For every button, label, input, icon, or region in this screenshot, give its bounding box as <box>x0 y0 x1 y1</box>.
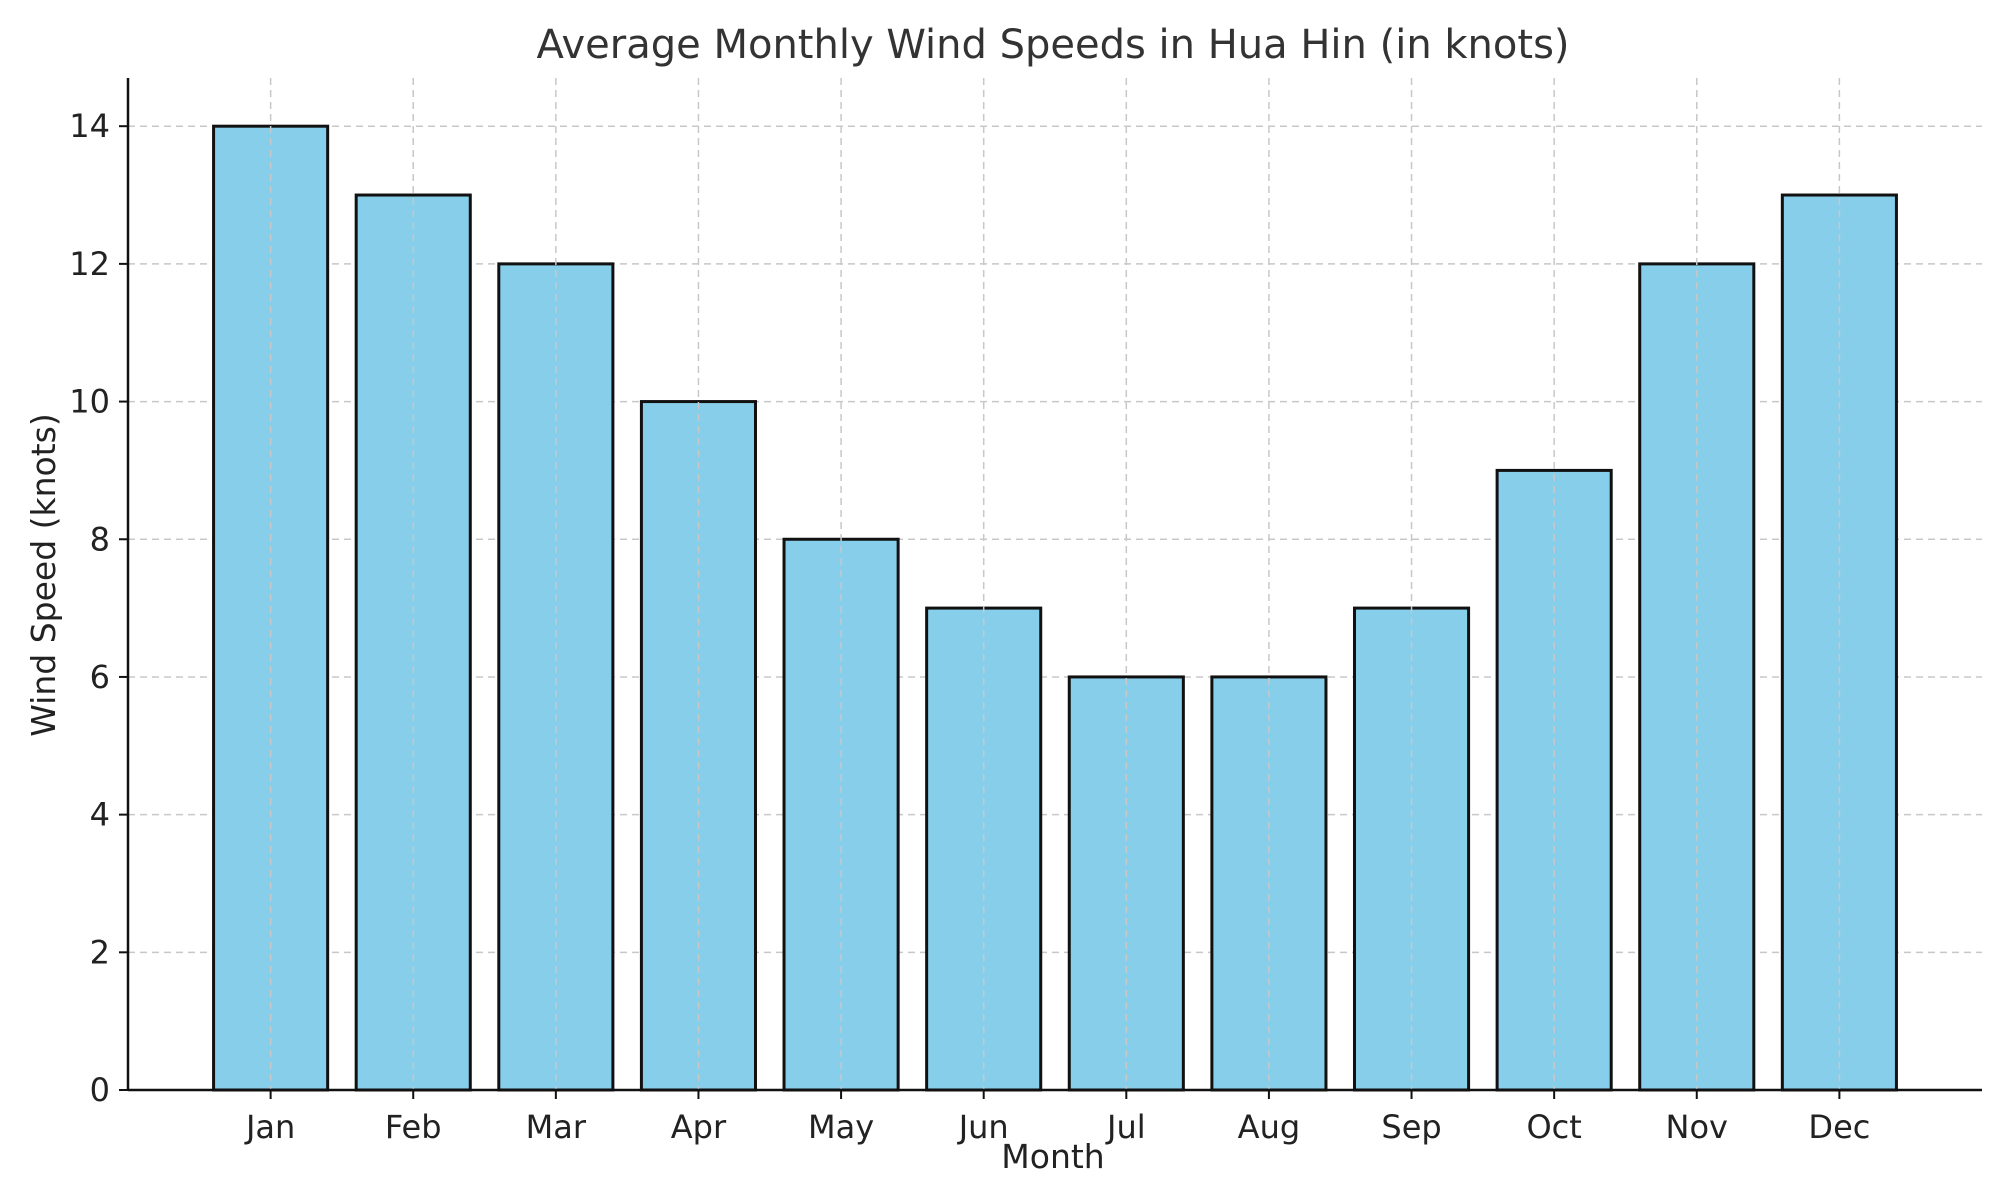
x-tick-label: Nov <box>1666 1108 1728 1146</box>
bars <box>212 124 1898 1092</box>
x-tick-label: Jan <box>244 1108 295 1146</box>
x-axis-label: Month <box>1001 1137 1104 1176</box>
bar-mar <box>497 262 615 1092</box>
y-tick-label: 4 <box>90 796 110 834</box>
x-tick-label: Aug <box>1238 1108 1300 1146</box>
axes <box>126 78 1982 1092</box>
vertical-grid <box>269 78 1841 1090</box>
x-tick-label: Sep <box>1381 1108 1441 1146</box>
x-tick-label: Jul <box>1105 1108 1146 1146</box>
x-tick-label: Jun <box>957 1108 1009 1146</box>
y-tick-label: 14 <box>69 107 110 145</box>
y-axis-ticks: 0 2 4 6 8 10 12 14 <box>69 107 128 1109</box>
x-axis-ticks: Jan Feb Mar Apr May Jun Jul Aug Sep Oct Nov Dec <box>244 1090 1870 1146</box>
y-tick-label: 12 <box>69 245 110 283</box>
y-tick-label: 8 <box>90 520 110 558</box>
y-tick-label: 2 <box>90 933 110 971</box>
y-axis-label: Wind Speed (knots) <box>24 413 63 736</box>
bar-nov <box>1638 262 1756 1092</box>
x-tick-label: Dec <box>1808 1108 1870 1146</box>
x-tick-label: May <box>808 1108 874 1146</box>
x-tick-label: Mar <box>526 1108 587 1146</box>
x-tick-label: Oct <box>1526 1108 1581 1146</box>
y-tick-label: 10 <box>69 383 110 421</box>
x-tick-label: Feb <box>385 1108 442 1146</box>
y-tick-label: 0 <box>90 1071 110 1109</box>
x-tick-label: Apr <box>671 1108 727 1146</box>
y-tick-label: 6 <box>90 658 110 696</box>
chart-title: Average Monthly Wind Speeds in Hua Hin (… <box>536 22 1569 68</box>
